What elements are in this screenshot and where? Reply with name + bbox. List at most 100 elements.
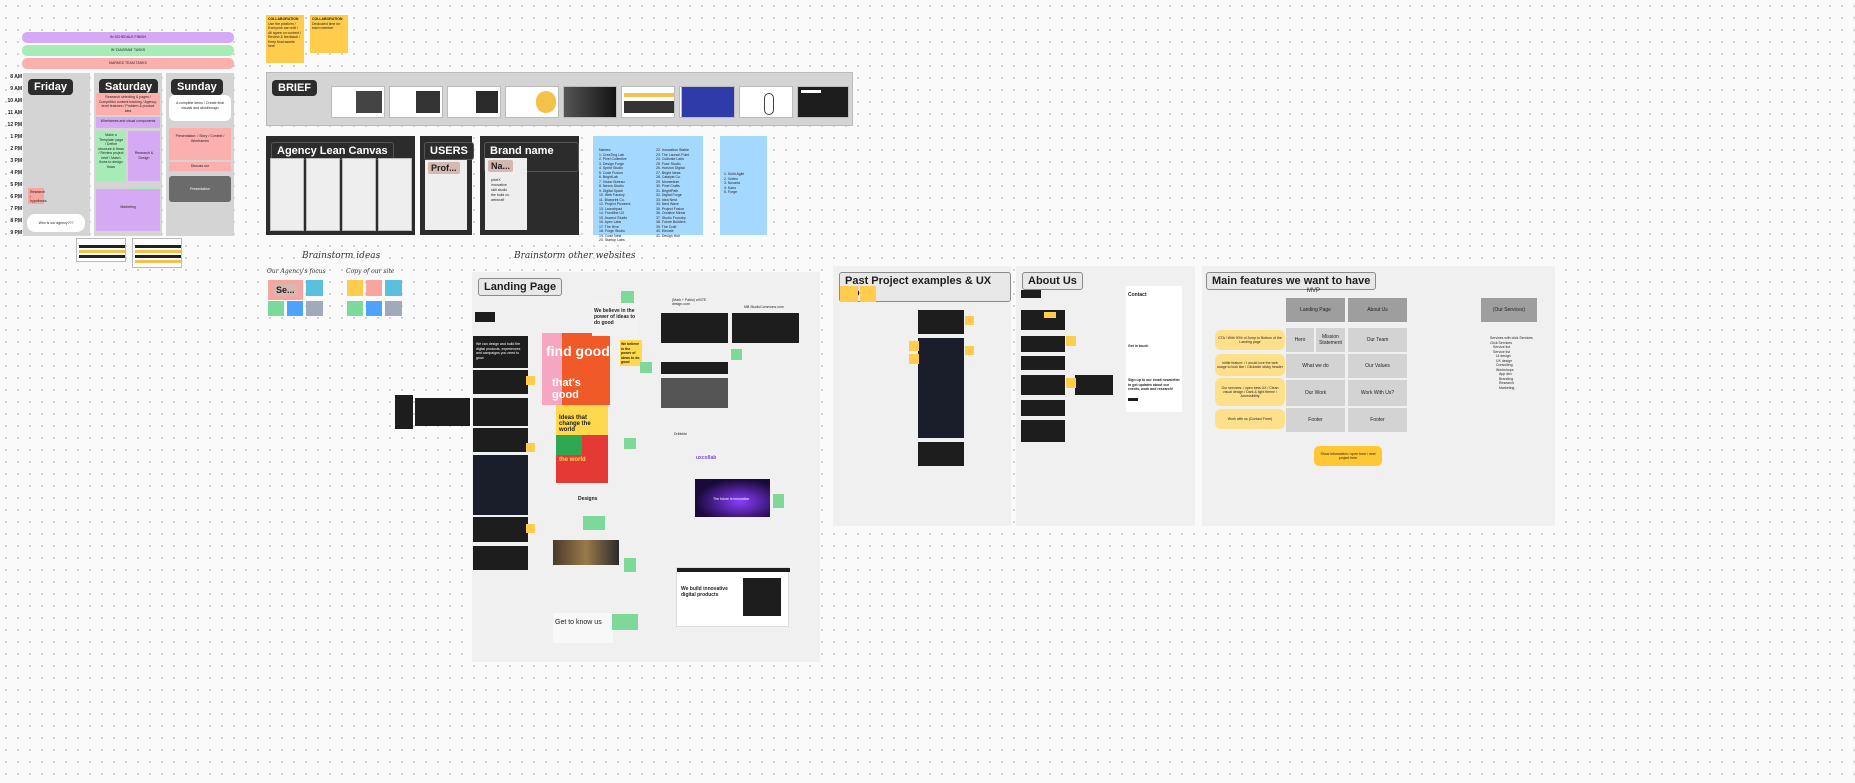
past-projects-section[interactable]: Past Project examples & UX Copy [833,266,1011,526]
schedule-block[interactable]: Research & Design [128,131,160,181]
copy-sticky[interactable] [347,280,363,296]
brand-card[interactable]: Na... pixelX innovative skill studio the… [485,158,527,230]
day-column-sunday[interactable]: Sunday A complete demo / Create final vi… [166,73,234,236]
schedule-block[interactable]: Make a 'Template' page / Define structur… [96,131,126,181]
canvas-card[interactable] [306,158,340,231]
friday-note[interactable]: Who is our agency??? [27,214,85,232]
note-sticky[interactable] [1066,336,1076,346]
landing-screen[interactable] [473,398,528,426]
feature-cell[interactable]: Work With Us? [1348,380,1407,406]
note-sticky[interactable] [773,494,784,508]
copy-sticky[interactable] [347,301,363,316]
idea-sticky-group[interactable]: Se... [266,278,326,318]
note-sticky[interactable] [909,354,919,364]
copy-sticky[interactable] [366,280,382,296]
landing-screen[interactable] [473,546,528,570]
get-to-know-card[interactable]: Get to know us [553,613,613,643]
friday-sticky[interactable]: Research / hypothesis [28,188,47,204]
note-sticky[interactable] [640,362,652,373]
note-sticky[interactable] [965,316,974,325]
agency-canvas-section[interactable]: Agency Lean Canvas [266,136,415,235]
features-section[interactable]: Main features we want to have MVP Landin… [1202,266,1555,526]
note-sticky[interactable] [612,614,638,630]
site-screenshot-launch[interactable]: The future is innovation [695,479,770,517]
brand-section[interactable]: Brand name ideas Na... pixelX innovative… [480,136,579,235]
schedule-block[interactable]: Research selecting & pages / Competitor … [96,93,160,115]
feature-services[interactable]: (Our Services) [1481,298,1537,322]
note-sticky[interactable] [909,341,919,351]
note-sticky[interactable] [840,286,858,302]
schedule-block[interactable]: Marketing [96,189,160,231]
note-sticky[interactable] [583,516,605,530]
brief-slide[interactable] [739,86,793,118]
site-screenshot[interactable] [732,313,799,343]
feature-note[interactable]: Intitle feature: / I would love the web … [1215,354,1285,376]
brief-slide[interactable] [389,86,443,118]
schedule-block[interactable]: Presentation [169,176,231,202]
brief-slide[interactable] [505,86,559,118]
canvas-card[interactable] [270,158,304,231]
note-sticky[interactable] [624,438,636,449]
users-section[interactable]: USERS Prof... [420,136,474,235]
feature-cell[interactable]: Mission Statement [1316,328,1345,352]
about-screen[interactable] [1021,375,1065,395]
names-card[interactable]: Names: 1. CreaTing Lab 2. Pixel Collecti… [593,136,703,242]
poster-find-good[interactable]: find good that's good [542,333,610,405]
site-screenshot[interactable] [661,378,728,408]
note-sticky[interactable] [621,291,634,303]
about-screen[interactable] [1021,310,1065,330]
site-screenshot[interactable] [661,362,728,374]
collab-sticky[interactable]: COLLABORATION Use the platform / Everyon… [266,15,304,63]
feature-note[interactable]: Work with us (Contact Form) [1215,409,1285,429]
users-card[interactable]: Prof... [425,160,467,230]
contact-card[interactable]: Contact Get in touch Sign up to our emai… [1126,286,1182,412]
schedule-thumbnail[interactable] [76,238,126,262]
note-sticky[interactable] [526,443,535,452]
about-screen[interactable] [1075,375,1113,395]
feature-col-head[interactable]: About Us [1348,298,1407,322]
canvas-card[interactable] [378,158,412,231]
schedule-block[interactable]: Wireframes and visual components [96,117,160,128]
brief-section[interactable]: BRIEF [266,72,853,126]
project-screen[interactable] [918,338,964,438]
site-screenshot[interactable] [661,313,728,343]
note-sticky[interactable] [1066,378,1076,388]
idea-sticky[interactable] [268,301,284,316]
hero-card-yellow[interactable]: We believe in the power of ideas to do g… [620,340,642,366]
landing-screen[interactable] [473,517,528,542]
copy-sticky[interactable] [366,301,382,316]
note-sticky[interactable] [526,376,535,385]
poster-ideas[interactable]: Ideas that change the world [556,405,608,455]
copy-sticky-group[interactable] [345,278,405,318]
about-screen[interactable] [1021,420,1065,442]
feature-note[interactable]: Our services: / open beta UX / Clean vis… [1215,378,1285,406]
brief-slide[interactable] [563,86,617,118]
note-sticky[interactable] [526,524,535,533]
about-section[interactable]: About Us Contact Get in touch Sign up to… [1016,266,1195,526]
feature-cell[interactable]: Our Work [1286,380,1345,406]
day-column-saturday[interactable]: Saturday Research selecting & pages / Co… [94,73,162,236]
feature-cell[interactable]: Hero [1286,328,1314,352]
landing-screen[interactable] [415,398,470,426]
landing-screen[interactable] [473,455,528,515]
brief-slide[interactable] [681,86,735,118]
poster-world[interactable]: the world [556,455,608,483]
photo-card[interactable] [553,540,619,565]
brief-slide[interactable] [447,86,501,118]
copy-sticky[interactable] [385,301,402,316]
brief-slide[interactable] [331,86,385,118]
about-screen[interactable] [1021,400,1065,416]
about-screen[interactable] [1021,290,1041,298]
canvas-card[interactable] [342,158,376,231]
landing-screen[interactable]: We can design and build the digital prod… [473,336,528,368]
feature-cell[interactable]: Footer [1348,408,1407,432]
note-sticky[interactable] [624,558,636,572]
feature-cell[interactable]: Our Team [1348,328,1407,352]
feature-cell[interactable]: Our Values [1348,354,1407,378]
note-sticky[interactable] [1044,312,1056,318]
idea-sticky[interactable] [287,301,303,316]
brief-slide[interactable] [621,86,675,118]
project-screen[interactable] [918,310,964,334]
note-sticky[interactable] [731,349,742,360]
copy-sticky[interactable] [385,280,402,296]
